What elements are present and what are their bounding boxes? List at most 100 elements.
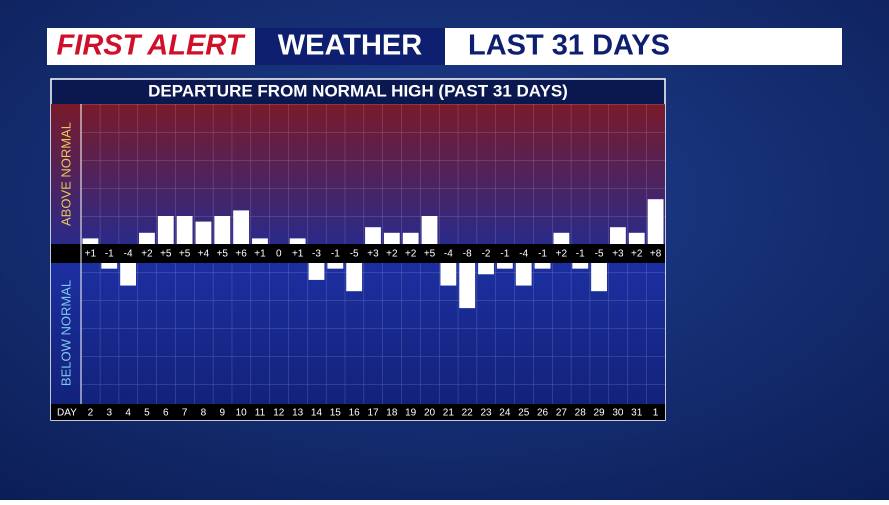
x-tick-label: 2 [88,408,94,419]
bar [308,263,325,280]
bar [176,216,193,244]
bar [647,199,664,244]
bar [82,238,99,244]
value-label: +1 [292,249,304,260]
x-tick-label: 18 [386,408,398,419]
bar [327,263,344,269]
x-tick-label: 29 [594,408,606,419]
value-label: -8 [463,249,472,260]
value-label: +5 [160,249,172,260]
x-tick-label: 14 [311,408,323,419]
value-label: -2 [482,249,491,260]
value-label: -5 [595,249,604,260]
value-label: +4 [198,249,210,260]
value-label: +2 [405,249,417,260]
x-tick-label: 25 [518,408,530,419]
x-tick-label: 31 [631,408,643,419]
bar [289,238,306,244]
bar [553,232,570,244]
bar [195,221,212,244]
x-tick-label: 17 [367,408,379,419]
value-label: -1 [105,249,114,260]
value-label: +6 [235,249,247,260]
header-brand: FIRST ALERT [57,30,246,62]
x-tick-label: 23 [480,408,492,419]
bar [459,263,476,309]
bar [139,232,155,244]
bar [383,232,400,244]
x-tick-label: 3 [106,408,112,419]
value-strip [51,244,665,263]
x-tick-label: 20 [424,408,436,419]
x-tick-label: 1 [653,408,659,419]
value-label: +3 [612,249,624,260]
header-subtitle: LAST 31 DAYS [468,30,670,62]
value-label: +5 [179,249,191,260]
value-label: -4 [444,249,453,260]
x-tick-label: 19 [405,408,417,419]
x-tick-label: 13 [292,408,304,419]
value-label: +1 [85,249,97,260]
x-tick-label: 12 [273,408,285,419]
value-label: +5 [217,249,229,260]
value-label: +5 [424,249,436,260]
x-tick-label: 30 [612,408,624,419]
x-tick-label: 10 [236,408,248,419]
bar [346,263,363,292]
header-section: WEATHER [278,30,423,62]
x-tick-label: 26 [537,408,549,419]
bar [120,263,137,286]
bar [402,232,419,244]
bar [496,263,513,269]
x-tick-label: 21 [443,408,455,419]
value-label: 0 [276,249,282,260]
grid [81,263,665,404]
value-label: +2 [556,249,568,260]
chart-title: DEPARTURE FROM NORMAL HIGH (PAST 31 DAYS… [148,81,568,100]
value-label: -1 [576,249,585,260]
x-tick-label: 16 [349,408,361,419]
x-tick-label: 15 [330,408,342,419]
x-axis-label: DAY [57,408,77,419]
bar [233,210,250,244]
value-label: +8 [650,249,662,260]
bar [534,263,551,269]
value-label: -1 [538,249,547,260]
below-label: BELOW NORMAL [58,280,73,386]
value-label: +2 [631,249,643,260]
bar [609,227,626,244]
x-tick-label: 22 [462,408,474,419]
bar [572,263,589,269]
bar [628,232,645,244]
day-strip [51,404,665,420]
bar [515,263,532,286]
x-tick-label: 7 [182,408,188,419]
value-label: -1 [500,249,509,260]
value-label: -4 [124,249,133,260]
value-label: +2 [141,249,153,260]
x-tick-label: 6 [163,408,169,419]
bar [101,263,118,269]
value-label: -4 [519,249,528,260]
x-tick-label: 11 [255,408,266,419]
above-label: ABOVE NORMAL [58,122,73,226]
value-label: -3 [312,249,321,260]
bar [214,216,231,244]
bar [365,227,381,244]
header-section-box [255,28,445,65]
bar [440,263,457,286]
x-tick-label: 28 [575,408,587,419]
x-tick-label: 27 [556,408,568,419]
x-tick-label: 5 [144,408,150,419]
bar [421,216,438,244]
x-tick-label: 4 [125,408,131,419]
x-tick-label: 8 [201,408,207,419]
value-label: -1 [331,249,340,260]
value-label: +1 [254,249,266,260]
bar [478,263,494,275]
value-label: +3 [367,249,379,260]
value-label: -5 [350,249,359,260]
bar [157,216,174,244]
x-tick-label: 24 [499,408,511,419]
